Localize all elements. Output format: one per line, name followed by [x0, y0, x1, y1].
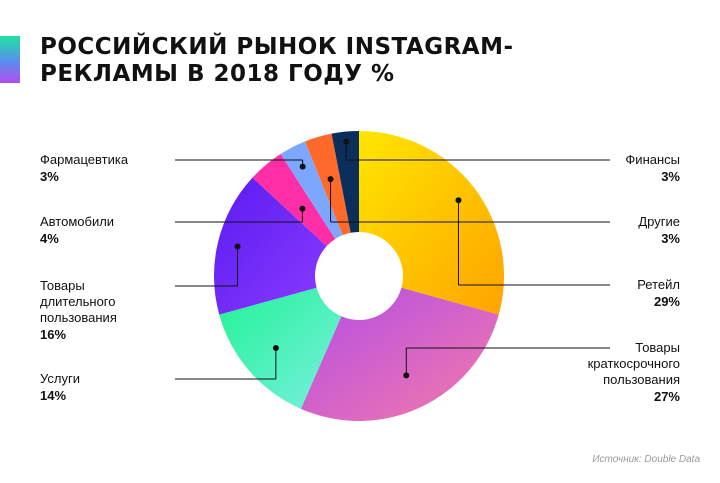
label-services-line-0: Услуги: [40, 371, 80, 386]
title-line-2: РЕКЛАМЫ В 2018 ГОДУ %: [40, 61, 395, 87]
slice-7: [331, 131, 359, 233]
slice-labels: Ретейл29%Товарыкраткосрочногопользования…: [40, 152, 680, 404]
label-finance-value: 3%: [661, 169, 680, 184]
slice-3: [214, 177, 327, 315]
label-other-value: 3%: [661, 231, 680, 246]
slices: [214, 131, 504, 422]
label-auto-line-0: Автомобили: [40, 214, 114, 229]
slice-0: [359, 131, 504, 315]
label-short-line-2: пользования: [603, 372, 680, 387]
label-short-line-0: Товары: [635, 340, 680, 355]
chart-title: РОССИЙСКИЙ РЫНОК INSTAGRAM- РЕКЛАМЫ В 20…: [40, 34, 640, 88]
slice-5: [280, 141, 343, 239]
label-finance-line-0: Финансы: [625, 152, 680, 167]
label-services-value: 14%: [40, 388, 66, 403]
label-durable-line-2: пользования: [40, 310, 117, 325]
label-short-value: 27%: [654, 389, 680, 404]
slice-2: [219, 287, 342, 409]
slice-4: [252, 154, 336, 247]
title-line-1: РОССИЙСКИЙ РЫНОК INSTAGRAM-: [40, 34, 514, 60]
label-durable-line-1: длительного: [40, 294, 116, 309]
accent-bar: [0, 36, 20, 83]
label-retail-line-0: Ретейл: [637, 277, 680, 292]
leader-lines: [175, 138, 610, 380]
slice-1: [300, 287, 499, 422]
label-short-line-1: краткосрочного: [588, 356, 680, 371]
label-pharma-value: 3%: [40, 169, 59, 184]
label-pharma-line-0: Фармацевтика: [40, 152, 129, 167]
label-other-line-0: Другие: [638, 214, 680, 229]
slice-6: [305, 133, 351, 236]
label-durable-line-0: Товары: [40, 278, 85, 293]
label-auto-value: 4%: [40, 231, 59, 246]
source-note: Источник: Double Data: [592, 454, 700, 465]
label-durable-value: 16%: [40, 327, 66, 342]
label-retail-value: 29%: [654, 294, 680, 309]
